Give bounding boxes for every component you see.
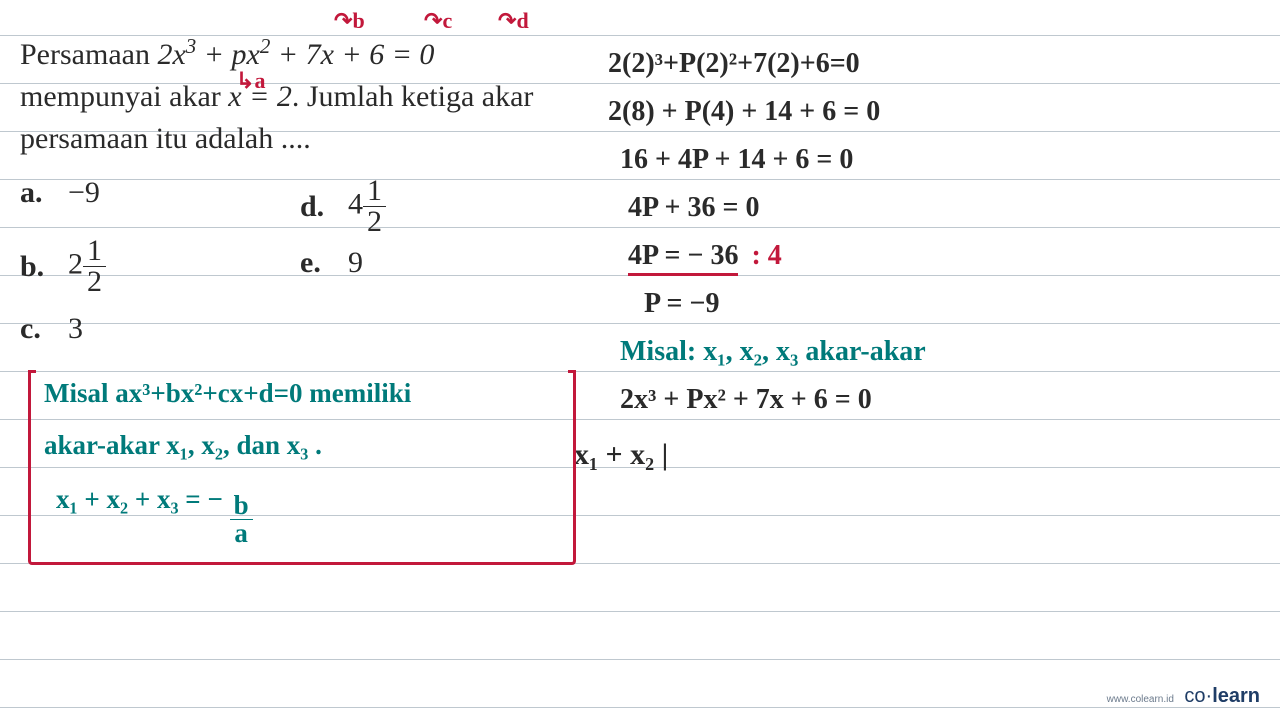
- option-e: e.9: [300, 246, 363, 280]
- work-line-2: 2(8) + P(4) + 14 + 6 = 0: [608, 96, 880, 128]
- work-line-1: 2(2)³+P(2)²+7(2)+6=0: [608, 48, 860, 80]
- problem-line-1: Persamaan 2x3 + px2 + 7x + 6 = 0: [20, 34, 434, 72]
- work-line-5: 4P = − 36 : 4: [628, 240, 782, 276]
- vieta-line-1: Misal ax³+bx²+cx+d=0 memiliki: [44, 378, 411, 409]
- annot-c: ↷c: [424, 8, 452, 34]
- option-a: a.−9: [20, 176, 100, 210]
- vieta-box-corner-left: [28, 370, 36, 386]
- work-line-7: Misal: x₁, x₂, x₃ akar-akar: [620, 336, 926, 368]
- work-line-3: 16 + 4P + 14 + 6 = 0: [620, 144, 853, 176]
- vieta-line-2: akar-akar x₁, x₂, dan x₃ .: [44, 430, 322, 461]
- annot-d: ↷d: [498, 8, 529, 34]
- problem-line-3: persamaan itu adalah ....: [20, 122, 311, 156]
- work-line-4: 4P + 36 = 0: [628, 192, 759, 224]
- work-line-9: x₁ + x₂ |: [574, 438, 668, 472]
- vieta-box-corner-right: [568, 370, 576, 386]
- problem-line-2: mempunyai akar x = 2. Jumlah ketiga akar: [20, 80, 533, 114]
- option-d: d. 412: [300, 176, 386, 237]
- work-line-6: P = −9: [644, 288, 719, 320]
- work-line-8: 2x³ + Px² + 7x + 6 = 0: [620, 384, 872, 416]
- option-c: c.3: [20, 312, 83, 346]
- option-b: b. 212: [20, 236, 106, 297]
- annot-b: ↷b: [334, 8, 365, 34]
- vieta-line-3: x₁ + x₂ + x₃ = − ba: [56, 484, 253, 547]
- watermark: www.colearn.id co·learn: [1107, 685, 1260, 708]
